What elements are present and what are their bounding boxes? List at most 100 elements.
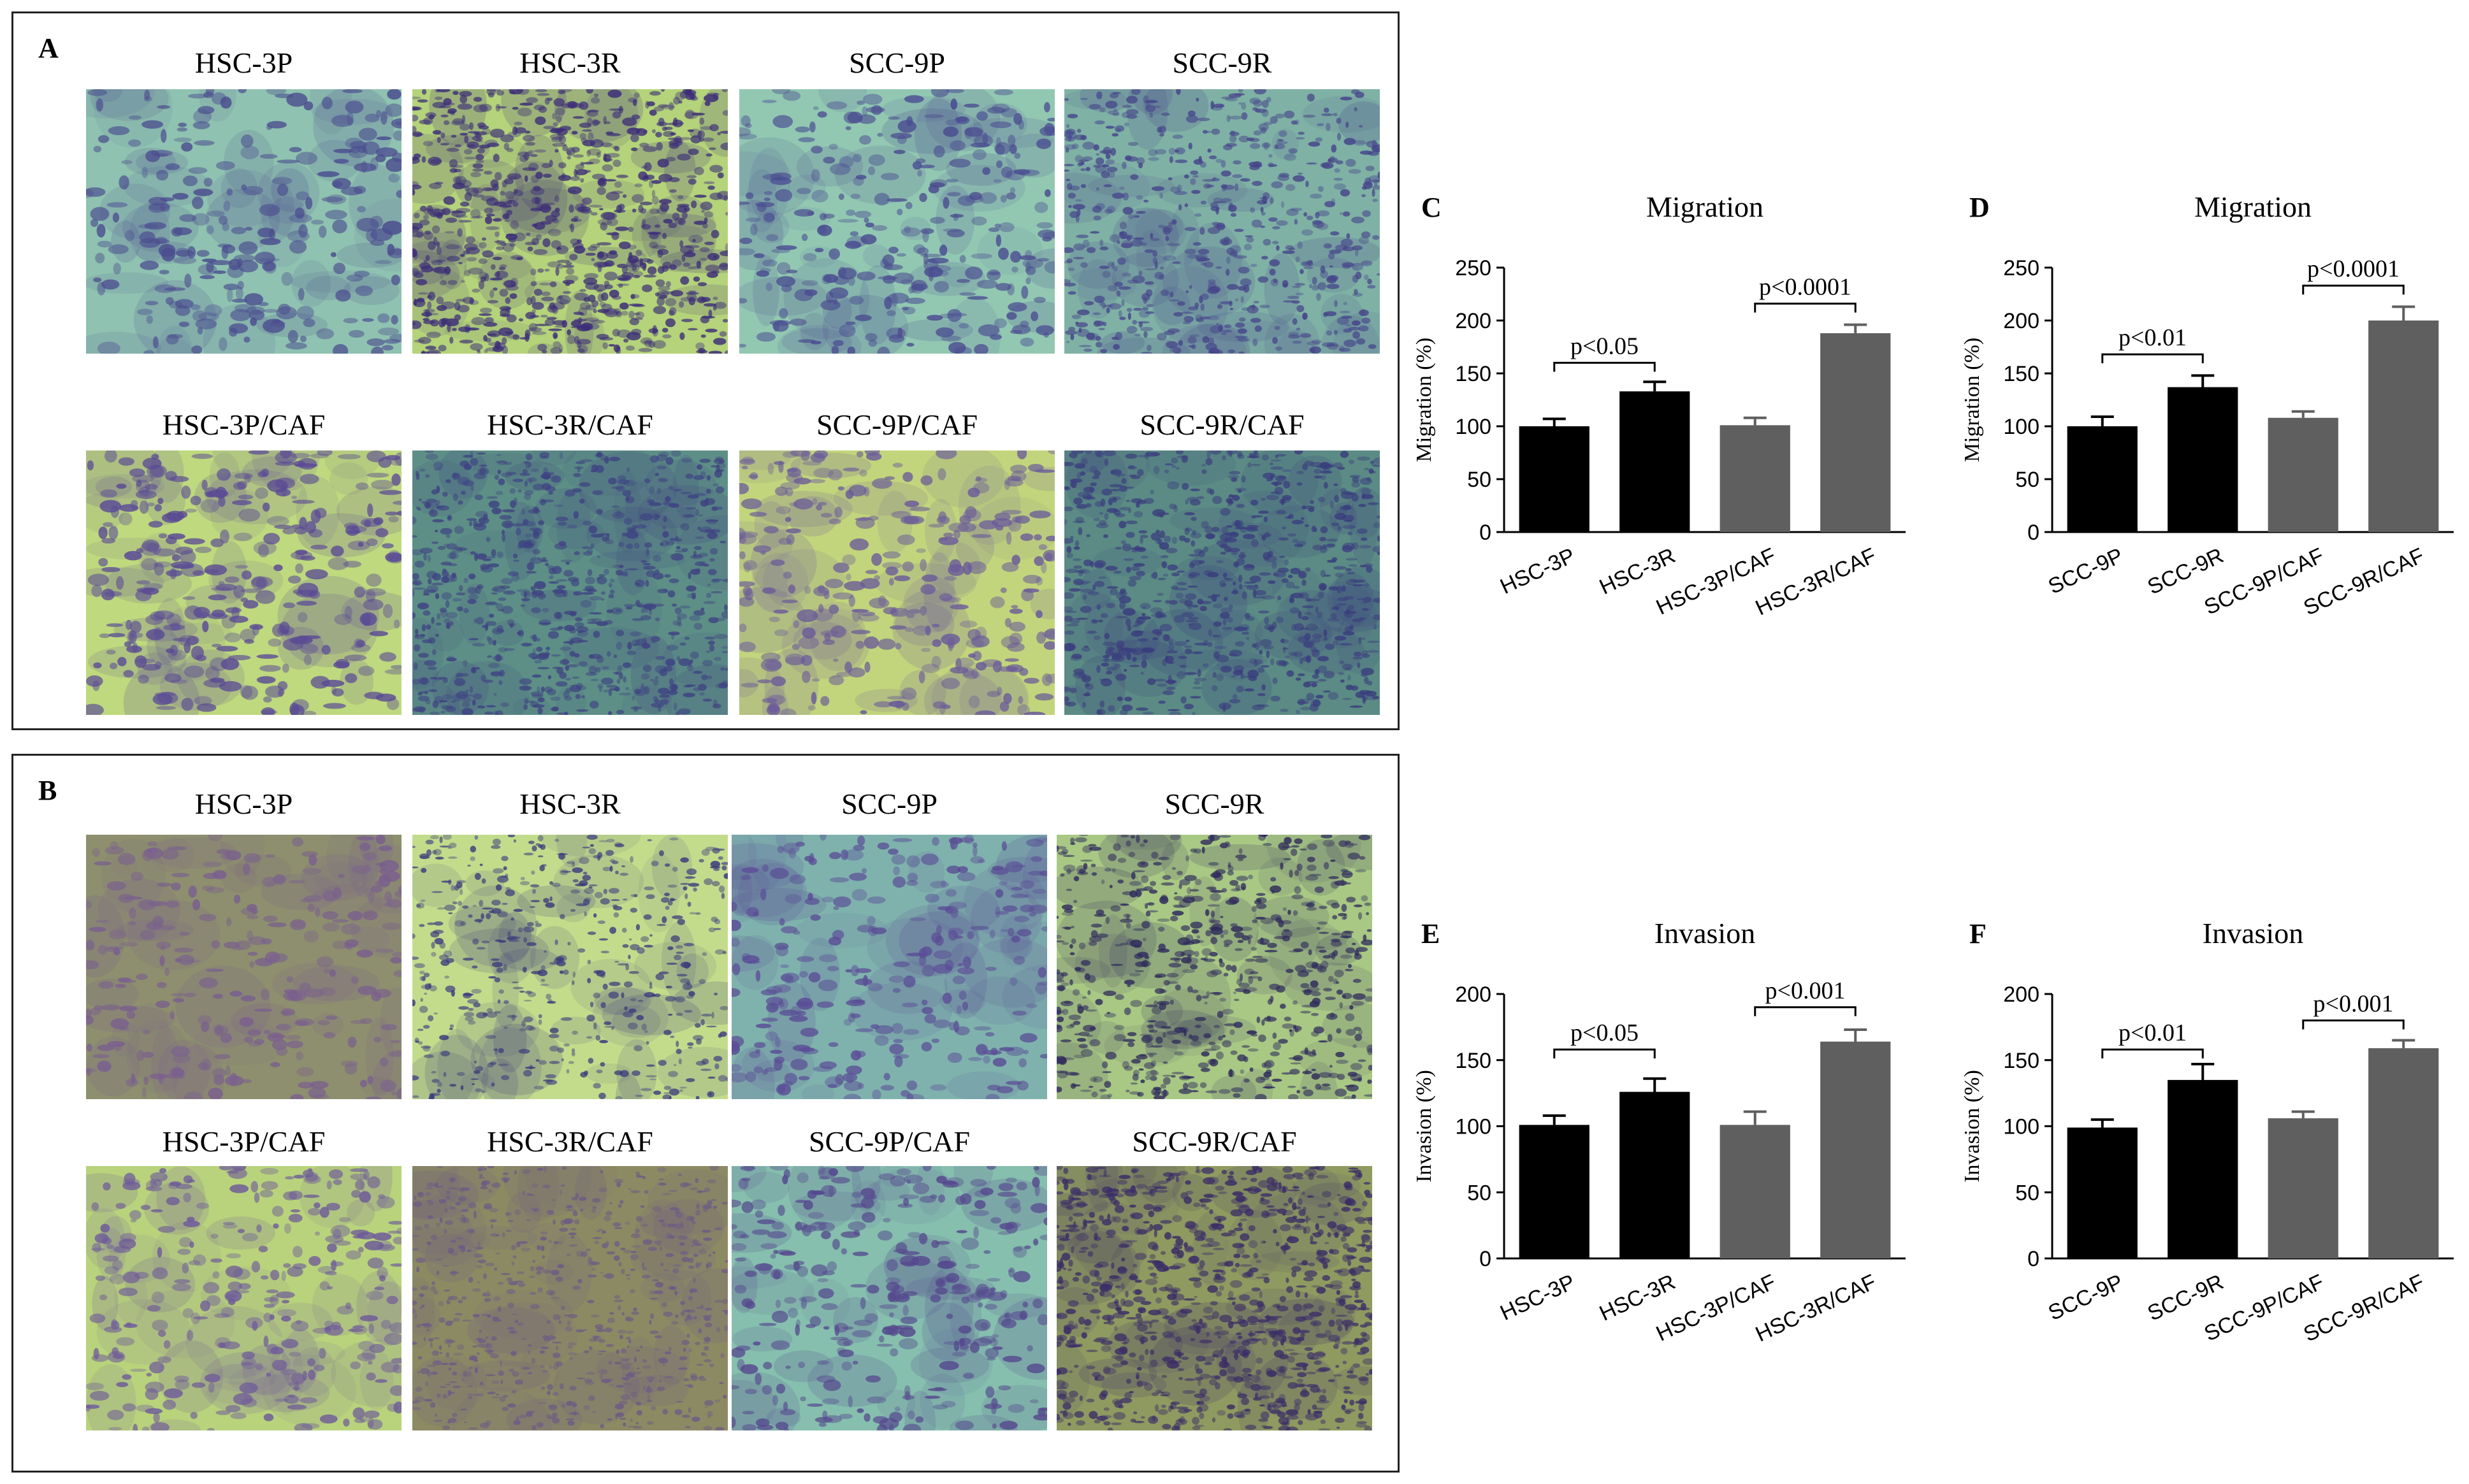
panel-a-label-scc9p: SCC-9P [849,47,945,79]
panel-a-label-scc9p-caf: SCC-9P/CAF [816,408,978,441]
chart-f-error-bar [2090,1118,2114,1128]
panel-b-frame [11,754,1400,1473]
panel-b-label-scc9p: SCC-9P [841,788,938,820]
chart-d-ytick-label: 150 [2003,362,2039,386]
panel-a-micrograph-hsc3p-caf [86,450,402,715]
chart-c-significance-bracket [1754,302,1857,313]
chart-f-panel-letter: F [1969,918,1987,949]
chart-e-ytick-label: 0 [1479,1247,1491,1271]
panel-b-label-scc9r-caf: SCC-9R/CAF [1132,1125,1297,1158]
chart-d-significance-bracket [2101,353,2204,364]
panel-a-label-hsc3p-caf: HSC-3P/CAF [162,408,326,441]
chart-d-error-bar [2191,374,2215,387]
chart-e-error-bar [1643,1077,1667,1092]
chart-d-bar [2168,387,2238,532]
chart-c-p-value: p<0.0001 [1759,273,1851,300]
chart-f-p-value: p<0.01 [2118,1019,2187,1046]
panel-b-micrograph-hsc3r-caf [412,1166,728,1430]
chart-c-significance-bracket [1553,361,1656,372]
chart-c-svg: C Migration Migration (%) 0 50 100 150 200 250 HS… [1412,191,1906,620]
panel-b-label-hsc3r-caf: HSC-3R/CAF [487,1125,653,1158]
chart-e-category-label: HSC-3P [1496,1270,1579,1325]
panel-b-label-hsc3r: HSC-3R [519,788,621,820]
chart-f-p-value: p<0.001 [2313,991,2394,1018]
chart-f-ytick-label: 100 [2003,1115,2039,1139]
chart-e-bar [1720,1125,1790,1258]
panel-b-micrograph-hsc3r [412,835,728,1099]
panel-a-micrograph-scc9r [1064,89,1380,354]
chart-d-error-bar [2090,415,2114,426]
chart-c-bar [1820,333,1891,532]
panel-b-label-hsc3p: HSC-3P [194,788,293,820]
chart-e-ytick-label: 200 [1455,983,1491,1007]
panel-b-label-scc9r: SCC-9R [1164,788,1264,820]
panel-a-label-scc9r-caf: SCC-9R/CAF [1140,408,1305,441]
chart-c-ytick-label: 100 [1455,415,1491,439]
chart-e-significance-bracket [1553,1048,1656,1059]
chart-d-p-value: p<0.01 [2118,324,2187,351]
chart-c-ytick-label: 250 [1455,256,1491,280]
chart-e-error-bar [1542,1114,1566,1125]
chart-e-panel-letter: E [1421,918,1440,949]
chart-c-ytick-label: 0 [1479,521,1491,545]
panel-a-label-hsc3r-caf: HSC-3R/CAF [487,408,653,441]
chart-f-ylabel: Invasion (%) [1960,1070,1984,1183]
chart-c-p-value: p<0.05 [1570,333,1639,359]
chart-d-category-label: SCC-9P [2045,544,2127,599]
chart-f-error-bar [2291,1110,2315,1119]
panel-a-letter: A [38,32,59,64]
chart-e-ylabel: Invasion (%) [1412,1070,1436,1183]
chart-f-ytick-label: 50 [2015,1181,2039,1205]
chart-c-error-bar [1542,417,1566,426]
chart-e-ytick-label: 100 [1455,1115,1491,1139]
panel-b-micrograph-scc9p [732,835,1047,1099]
chart-d-bar [2268,417,2338,532]
panel-b-letter: B [38,775,57,806]
chart-c-ytick-label: 200 [1455,309,1491,333]
chart-d-bar [2368,321,2439,532]
chart-f-bar [2067,1127,2138,1258]
chart-d-error-bar [2291,410,2315,418]
panel-b-label-scc9p-caf: SCC-9P/CAF [808,1125,971,1158]
chart-d-ytick-label: 200 [2003,309,2039,333]
chart-e: E Invasion Invasion (%) 0 50 100 150 200 HSC-3P H… [1396,905,1937,1389]
chart-d-ytick-label: 100 [2003,415,2039,439]
chart-d-ytick-label: 50 [2015,468,2039,492]
panel-a-micrograph-hsc3p [86,89,402,354]
chart-e-ytick-label: 50 [1467,1181,1491,1205]
chart-f-title: Invasion [2203,917,2303,949]
chart-c-panel-letter: C [1421,192,1442,223]
panel-a-micrograph-scc9p-caf [739,450,1055,715]
chart-c-bar [1519,426,1589,532]
chart-f-category-label: SCC-9P [2045,1270,2127,1325]
chart-f-bar [2168,1079,2238,1258]
chart-e-bar [1519,1125,1589,1258]
chart-c-ytick-label: 150 [1455,362,1491,386]
chart-c-title: Migration [1646,191,1763,223]
chart-c-ylabel: Migration (%) [1412,338,1436,462]
chart-d-panel-letter: D [1969,192,1990,223]
chart-c-error-bar [1743,416,1767,426]
chart-f-ytick-label: 150 [2003,1049,2039,1073]
chart-c-error-bar [1643,380,1667,392]
chart-e-significance-bracket [1754,1006,1857,1016]
panel-a-label-hsc3p: HSC-3P [194,47,293,79]
chart-f-error-bar [2392,1039,2415,1049]
panel-a-micrograph-scc9p [739,89,1055,354]
chart-e-title: Invasion [1654,917,1755,949]
chart-f-significance-bracket [2302,1019,2405,1030]
chart-d-ytick-label: 250 [2003,256,2039,280]
chart-d-error-bar [2392,305,2415,321]
chart-e-bar [1820,1041,1891,1258]
chart-c-bar [1720,425,1790,532]
chart-d-title: Migration [2194,191,2312,223]
chart-c-bar [1619,391,1690,532]
panel-b-micrograph-scc9p-caf [732,1166,1047,1430]
panel-b-micrograph-scc9r [1057,835,1372,1099]
chart-e-bar [1619,1091,1690,1258]
panel-a-frame [11,11,1400,730]
chart-f-error-bar [2191,1062,2215,1080]
chart-f: F Invasion Invasion (%) 0 50 100 150 200 SCC-9P S… [1944,905,2466,1389]
chart-f-ytick-label: 0 [2027,1247,2039,1271]
chart-d: D Migration Migration (%) 0 50 100 150 200 250 SC… [1944,178,2466,663]
